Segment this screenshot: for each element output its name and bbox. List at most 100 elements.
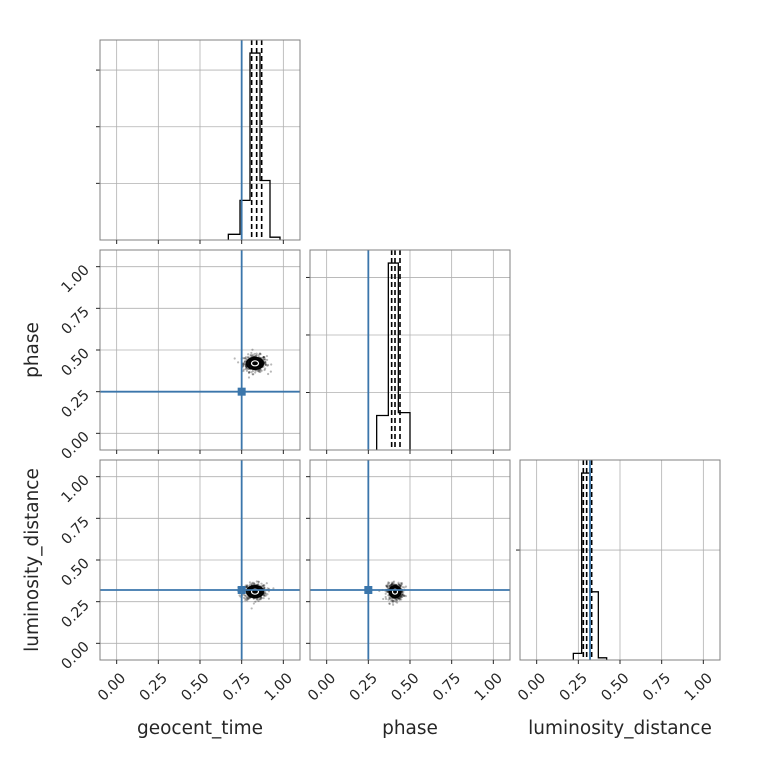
sample-point xyxy=(387,598,390,601)
sample-point xyxy=(244,357,248,360)
sample-point xyxy=(385,584,388,587)
sample-point xyxy=(255,354,258,357)
sample-point xyxy=(245,584,249,587)
sample-point xyxy=(264,594,268,597)
sample-point xyxy=(263,584,266,587)
sample-point xyxy=(242,596,245,599)
sample-point xyxy=(392,580,396,583)
sample-point xyxy=(264,592,267,595)
sample-point xyxy=(390,583,393,586)
sample-point xyxy=(391,583,394,586)
sample-point xyxy=(245,597,248,600)
sample-point xyxy=(263,587,266,590)
sample-point xyxy=(247,376,251,379)
sample-point xyxy=(242,593,246,596)
sample-point xyxy=(259,369,262,372)
sample-point xyxy=(391,599,394,602)
sample-point xyxy=(391,599,395,603)
joint-panel-geocent_time-phase xyxy=(96,249,301,454)
density-core xyxy=(245,356,265,371)
sample-point xyxy=(244,594,247,597)
x-tick-label: 0.50 xyxy=(388,670,422,704)
sample-point xyxy=(252,581,255,584)
sample-point xyxy=(388,584,391,587)
sample-point xyxy=(259,353,262,356)
sample-point xyxy=(245,598,248,601)
contour-line xyxy=(250,360,260,367)
sample-point xyxy=(243,356,246,360)
contour-line xyxy=(246,585,264,599)
sample-point xyxy=(246,597,250,600)
sample-point xyxy=(244,368,247,371)
sample-point xyxy=(403,586,406,589)
sample-point xyxy=(248,581,252,584)
density-core xyxy=(245,585,265,599)
sample-point xyxy=(243,362,247,366)
sample-point xyxy=(401,593,404,597)
sample-point xyxy=(247,371,251,374)
y-tick-label: 1.00 xyxy=(59,472,93,506)
sample-point xyxy=(404,595,407,598)
sample-point xyxy=(400,595,404,599)
x-tick-label: 1.00 xyxy=(472,670,506,704)
sample-point xyxy=(262,584,265,587)
hist-panel-luminosity_distance xyxy=(516,459,721,664)
y-tick-label: 0.00 xyxy=(59,639,93,673)
sample-point xyxy=(252,373,255,376)
sample-point xyxy=(402,590,405,594)
x-tick-label: 0.25 xyxy=(137,670,171,704)
sample-point xyxy=(386,590,389,593)
sample-point xyxy=(244,597,247,600)
sample-point xyxy=(398,583,401,586)
x-tick-label: 0.00 xyxy=(95,670,129,704)
sample-point xyxy=(251,581,254,584)
sample-point xyxy=(395,597,398,600)
sample-point xyxy=(401,592,404,595)
sample-point xyxy=(396,599,399,602)
truth-marker xyxy=(237,586,246,594)
sample-point xyxy=(245,369,249,372)
y-tick-label: 0.25 xyxy=(59,597,93,631)
sample-point xyxy=(264,361,267,364)
sample-point xyxy=(265,582,268,585)
sample-point xyxy=(391,599,394,602)
sample-point xyxy=(387,581,390,584)
sample-point xyxy=(394,598,397,601)
sample-point xyxy=(395,599,398,602)
sample-point xyxy=(244,599,247,602)
sample-point xyxy=(245,596,248,599)
sample-point xyxy=(398,598,401,601)
sample-point xyxy=(250,351,253,355)
sample-point xyxy=(401,595,404,598)
sample-point xyxy=(262,594,266,597)
sample-point xyxy=(393,583,396,586)
sample-point xyxy=(264,363,267,366)
sample-point xyxy=(266,358,269,362)
sample-point xyxy=(242,369,245,373)
contour-line xyxy=(248,586,262,597)
truth-marker xyxy=(237,387,246,396)
sample-point xyxy=(401,585,404,589)
sample-point xyxy=(400,583,403,586)
y-tick-label: 0.75 xyxy=(59,514,93,548)
sample-point xyxy=(391,601,394,604)
sample-point xyxy=(258,352,261,355)
joint-panel-geocent_time-luminosity_distance xyxy=(96,459,301,664)
sample-point xyxy=(264,363,268,366)
sample-point xyxy=(384,597,388,600)
sample-point xyxy=(388,584,391,588)
sample-point xyxy=(259,370,262,374)
sample-point xyxy=(385,590,389,594)
sample-point xyxy=(386,582,390,585)
sample-point xyxy=(260,582,263,585)
sample-point xyxy=(262,356,265,359)
sample-point xyxy=(397,583,401,586)
truth-marker xyxy=(364,586,373,594)
sample-point xyxy=(247,371,251,375)
sample-point xyxy=(262,356,265,359)
sample-point xyxy=(272,587,275,590)
sample-point xyxy=(401,590,404,593)
sample-point xyxy=(391,582,394,585)
x-tick-label: 0.25 xyxy=(557,670,591,704)
y-tick-label: 1.00 xyxy=(59,262,93,296)
